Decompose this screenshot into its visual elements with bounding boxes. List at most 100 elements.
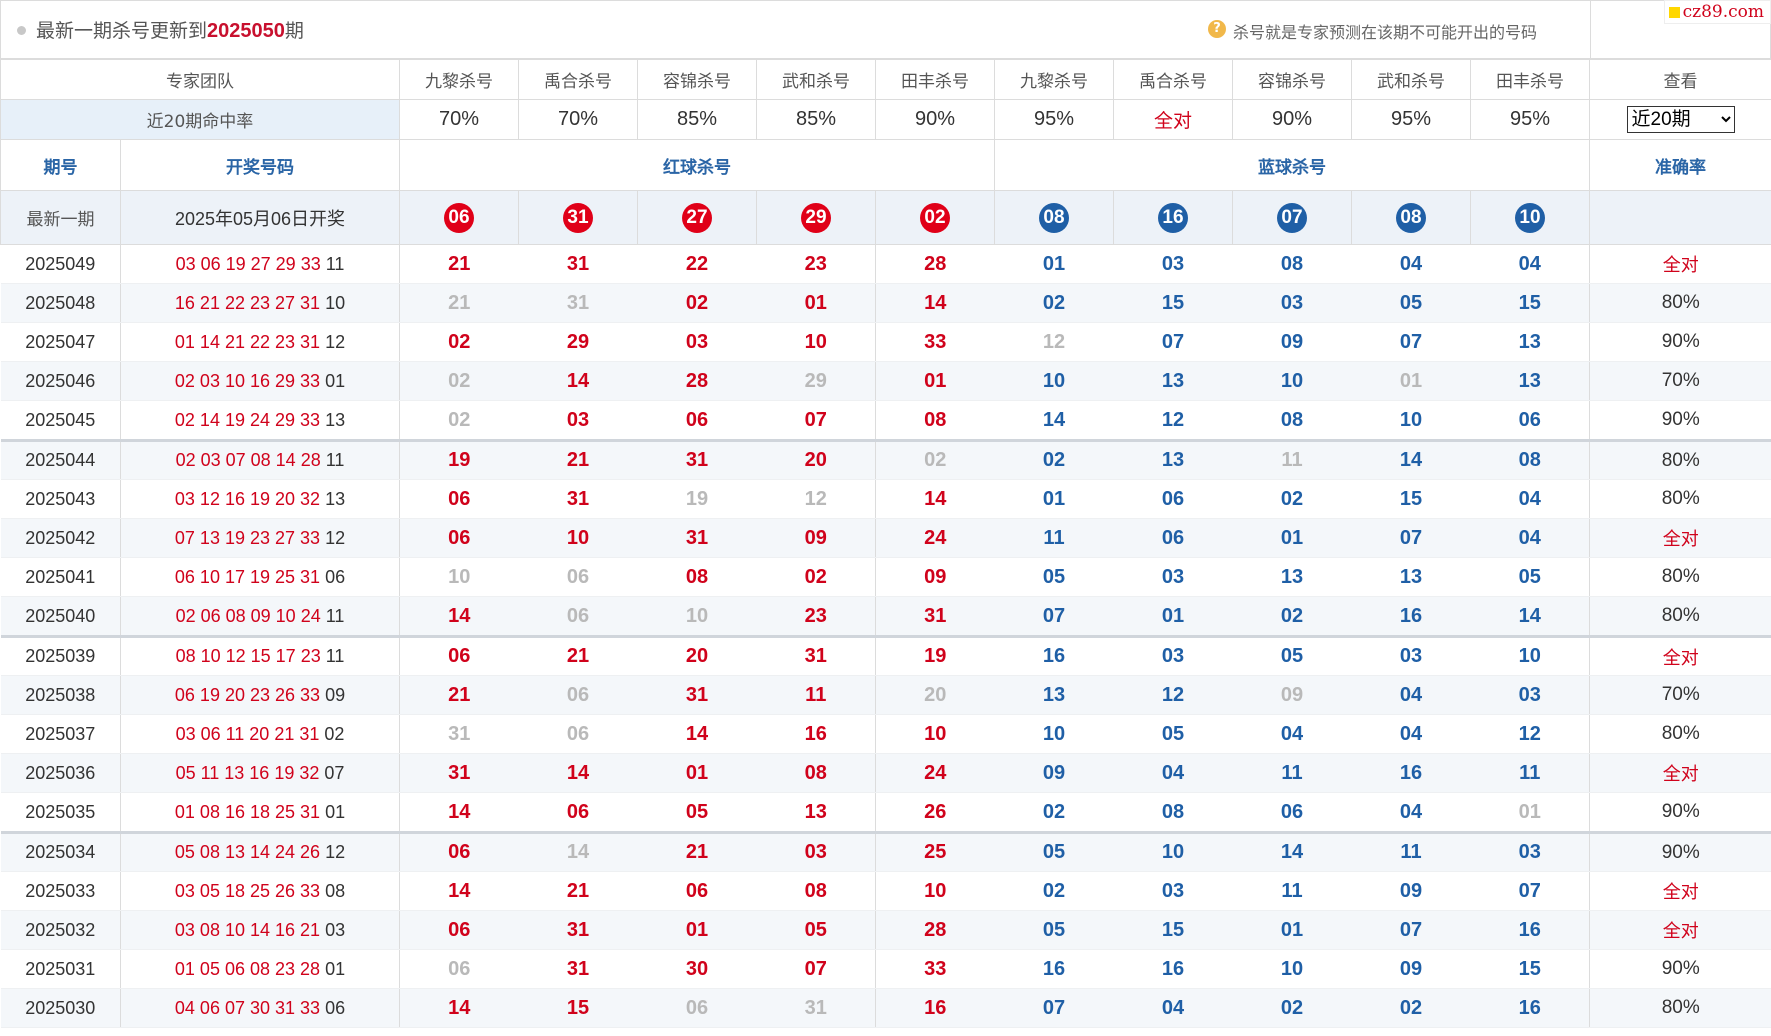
hit-rate-value: 90% <box>875 99 995 140</box>
red-kill-number: 19 <box>637 479 757 519</box>
red-kill-number: 31 <box>518 910 638 950</box>
watermark-square <box>1668 7 1680 18</box>
draw-numbers: 05 11 13 16 19 32 07 <box>120 753 400 793</box>
draw-numbers: 03 06 19 27 29 33 11 <box>120 244 400 284</box>
kill-number-table: 专家团队 九黎杀号 禹合杀号 容锦杀号 武和杀号 田丰杀号 九黎杀号 禹合杀号 … <box>0 59 1771 1028</box>
history-row: 2025030 04 06 07 30 31 33 06 14 15 06 31 16 07 0… <box>0 988 1771 1028</box>
blue-kill-number: 13 <box>1470 361 1590 401</box>
red-kill-number: 01 <box>875 361 995 401</box>
red-kill-number: 08 <box>756 753 876 793</box>
history-row: 2025032 03 08 10 14 16 21 03 06 31 01 05 28 05 1… <box>0 910 1771 950</box>
headline-prefix: 最新一期杀号更新到 <box>36 20 208 42</box>
issue-number: 2025049 <box>0 244 121 284</box>
red-kill-number: 14 <box>875 479 995 519</box>
red-kill-number: 31 <box>756 988 876 1028</box>
blue-kill-number: 02 <box>1232 479 1352 519</box>
issue-number: 2025033 <box>0 871 121 911</box>
red-kill-number: 03 <box>637 322 757 362</box>
history-row: 2025035 01 08 16 18 25 31 01 14 06 05 13 26 02 0… <box>0 792 1771 833</box>
red-ball: 02 <box>920 202 950 233</box>
blue-kill-number: 03 <box>1470 675 1590 715</box>
blue-kill-number: 07 <box>994 596 1114 637</box>
blue-kill-number: 05 <box>1113 714 1233 754</box>
blue-kill-number: 07 <box>1351 910 1471 950</box>
draw-red-numbers: 01 05 06 08 23 28 <box>174 958 321 979</box>
blue-kill-number: 07 <box>994 988 1114 1028</box>
draw-numbers: 03 05 18 25 26 33 08 <box>120 871 400 911</box>
blue-kill-number: 02 <box>994 792 1114 833</box>
blue-kill-number: 10 <box>994 361 1114 401</box>
blue-kill-number: 12 <box>1113 400 1233 441</box>
red-kill-number: 03 <box>518 400 638 441</box>
top-divider <box>1590 1 1591 60</box>
draw-red-numbers: 03 06 19 27 29 33 <box>175 253 321 274</box>
red-kill-number: 10 <box>875 714 995 754</box>
draw-red-numbers: 06 10 17 19 25 31 <box>174 566 321 587</box>
accuracy-value: 全对 <box>1589 753 1771 793</box>
red-kill-number: 01 <box>756 283 876 323</box>
history-row: 2025043 03 12 16 19 20 32 13 06 31 19 12 14 01 0… <box>0 479 1771 519</box>
red-kill-number: 31 <box>637 675 757 715</box>
hit-rate-value: 95% <box>994 99 1114 140</box>
accuracy-value: 90% <box>1589 949 1771 989</box>
red-kill-number: 20 <box>756 439 876 480</box>
draw-red-numbers: 01 08 16 18 25 31 <box>174 801 321 822</box>
blue-kill-number: 10 <box>1232 949 1352 989</box>
blue-kill-number: 05 <box>994 557 1114 597</box>
blue-ball: 08 <box>1039 202 1069 233</box>
draw-numbers: 02 14 19 24 29 33 13 <box>120 400 400 441</box>
blue-kill-number: 02 <box>1351 988 1471 1028</box>
red-ball: 29 <box>801 202 831 233</box>
latest-blue-cell: 10 <box>1470 190 1590 245</box>
blue-kill-number: 16 <box>1351 753 1471 793</box>
col-issue: 期号 <box>0 139 121 191</box>
draw-red-numbers: 03 08 10 14 16 21 <box>174 919 321 940</box>
latest-red-cell: 27 <box>637 190 757 245</box>
blue-ball: 16 <box>1158 202 1188 233</box>
blue-kill-number: 14 <box>1351 439 1471 480</box>
blue-kill-number: 14 <box>994 400 1114 441</box>
red-kill-number: 02 <box>399 400 519 441</box>
expert-team-row: 专家团队 九黎杀号 禹合杀号 容锦杀号 武和杀号 田丰杀号 九黎杀号 禹合杀号 … <box>0 59 1771 100</box>
red-kill-number: 31 <box>637 518 757 558</box>
latest-red-cell: 31 <box>518 190 638 245</box>
draw-blue-number: 06 <box>325 997 346 1018</box>
red-kill-number: 06 <box>518 714 638 754</box>
range-select[interactable]: 近20期 <box>1626 106 1735 133</box>
red-kill-number: 23 <box>756 596 876 637</box>
draw-blue-number: 03 <box>325 919 346 940</box>
latest-red-cell: 06 <box>399 190 519 245</box>
red-kill-number: 07 <box>756 400 876 441</box>
blue-kill-number: 01 <box>1113 596 1233 637</box>
red-kill-number: 06 <box>518 675 638 715</box>
red-kill-number: 03 <box>756 831 876 872</box>
history-row: 2025037 03 06 11 20 21 31 02 31 06 14 16 10 10 0… <box>0 714 1771 754</box>
draw-numbers: 06 10 17 19 25 31 06 <box>120 557 400 597</box>
issue-number: 2025035 <box>0 792 121 833</box>
issue-number: 2025034 <box>0 831 121 872</box>
red-kill-number: 31 <box>399 753 519 793</box>
red-kill-number: 15 <box>518 988 638 1028</box>
draw-red-numbers: 05 11 13 16 19 32 <box>175 762 320 783</box>
site-watermark: cz89.com <box>1663 0 1771 24</box>
col-blue-kill: 蓝球杀号 <box>994 139 1590 191</box>
red-kill-number: 31 <box>518 479 638 519</box>
draw-blue-number: 11 <box>325 646 345 666</box>
red-kill-number: 22 <box>637 244 757 284</box>
red-kill-number: 14 <box>637 714 757 754</box>
history-row: 2025041 06 10 17 19 25 31 06 10 06 08 02 09 05 0… <box>0 557 1771 597</box>
accuracy-value: 90% <box>1589 322 1771 362</box>
red-kill-number: 23 <box>756 244 876 284</box>
draw-blue-number: 02 <box>324 723 345 744</box>
issue-number: 2025031 <box>0 949 121 989</box>
accuracy-value: 70% <box>1589 361 1771 401</box>
red-kill-number: 31 <box>518 949 638 989</box>
blue-kill-number: 09 <box>1351 871 1471 911</box>
blue-kill-number: 11 <box>994 518 1114 558</box>
blue-kill-number: 11 <box>1470 753 1590 793</box>
red-kill-number: 10 <box>637 596 757 637</box>
expert-red-1: 九黎杀号 <box>399 59 519 100</box>
latest-label: 最新一期 <box>0 190 121 245</box>
blue-kill-number: 03 <box>1351 635 1471 676</box>
expert-blue-3: 容锦杀号 <box>1232 59 1352 100</box>
